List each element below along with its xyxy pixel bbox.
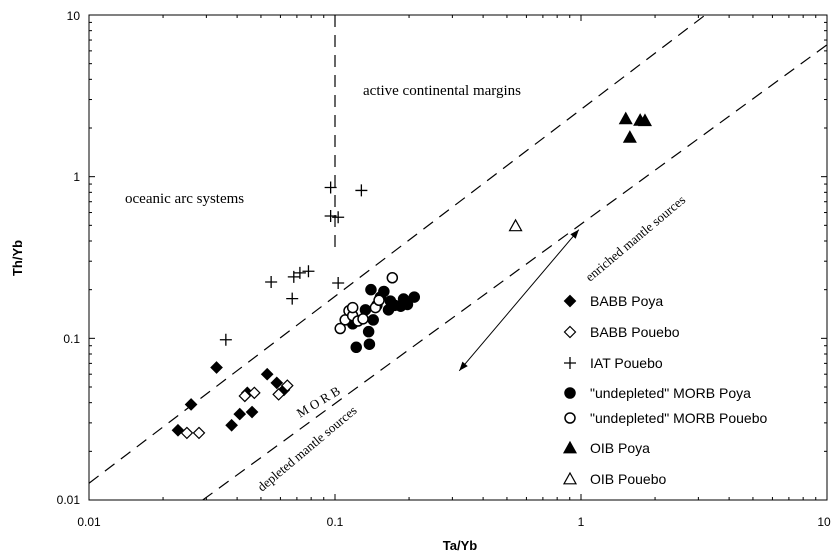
y-tick-labels: 0.01 0.1 1 10 [57,9,81,507]
data-point [637,113,652,127]
legend-symbol [564,412,576,424]
data-point [408,291,421,303]
data-point [302,265,315,278]
data-point [272,388,285,401]
data-point [184,398,198,411]
legend-label: OIB Pouebo [590,471,666,487]
active-continental-margins-label: active continental margins [363,83,521,99]
x-tick-label: 1 [578,515,585,529]
data-point [245,405,259,419]
x-axis-title: Ta/Yb [443,538,477,553]
legend-label: BABB Pouebo [590,324,680,340]
data-point [334,322,346,335]
x-tick-labels: 0.01 0.1 1 10 [77,515,831,529]
data-point [180,426,194,440]
data-point [260,367,274,381]
data-point [401,298,414,311]
legend-label: IAT Pouebo [590,355,663,371]
data-point [247,386,261,400]
data-point [280,379,294,392]
series-group [219,181,368,346]
x-tick-label: 0.01 [77,515,101,529]
legend-label: "undepleted" MORB Poya [590,385,751,401]
data-point [618,111,633,125]
lower-mantle-array-line [202,44,828,501]
x-tick-label: 0.1 [327,515,344,529]
data-point [324,210,337,223]
legend-label: BABB Poya [590,293,663,309]
data-point [270,376,284,390]
plot-frame [88,14,828,501]
data-point [367,314,379,326]
legend-label: "undepleted" MORB Pouebo [590,410,767,426]
data-point [293,266,306,279]
y-axis-title: Th/Yb [10,240,25,276]
data-point [265,276,278,289]
data-point [350,341,362,354]
mantle-trend-arrow [458,229,580,372]
legend-symbol [562,440,578,454]
legend-symbol [562,471,578,485]
data-point [357,313,369,325]
data-point [324,181,337,194]
data-point [286,292,299,305]
data-point [363,338,376,350]
data-point [346,301,359,314]
legend: BABB Poya BABB Pouebo IAT Pouebo "undepl… [562,293,767,487]
series-group [180,379,294,440]
data-point [332,276,345,289]
x-tick-label: 10 [817,515,831,529]
data-point [225,418,238,432]
data-point [362,325,375,338]
y-tick-label: 0.1 [63,332,80,346]
data-point [386,271,399,284]
legend-symbol [564,387,576,399]
arrow-head-depleted [459,361,468,371]
data-point [332,211,345,224]
y-tick-label: 1 [73,170,80,184]
series-group [334,271,399,335]
legend-symbol [564,357,576,369]
series-group [618,111,652,143]
data-point [210,361,223,374]
arrow-head-enriched [570,229,579,239]
data-marks [88,14,828,501]
data-point [508,218,523,232]
oceanic-arc-systems-label: oceanic arc systems [125,191,244,207]
data-point [622,130,637,143]
data-point [233,407,247,421]
data-point [192,426,206,440]
data-point [373,294,385,307]
legend-symbol [563,294,577,308]
y-tick-label: 0.01 [57,493,81,507]
axis-ticks [88,15,827,501]
data-point [365,283,377,296]
enriched-mantle-label: enriched mantle sources [582,192,688,284]
series-group [171,361,291,437]
data-point [378,285,390,298]
legend-label: OIB Poya [590,440,650,456]
data-point [287,270,300,283]
data-point [355,184,368,197]
legend-symbol [563,325,577,339]
data-point [238,389,252,403]
data-point [219,333,232,346]
series-group [508,218,523,232]
y-tick-label: 10 [67,9,81,23]
